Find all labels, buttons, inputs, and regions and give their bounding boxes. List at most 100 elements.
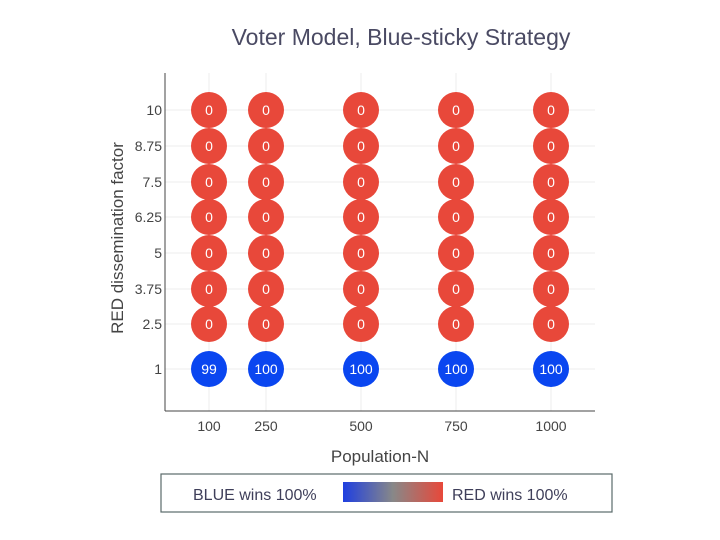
data-point-label: 0 (547, 174, 555, 190)
data-point-label: 100 (444, 361, 468, 377)
data-point-label: 0 (452, 174, 460, 190)
data-point-label: 0 (205, 316, 213, 332)
data-point (438, 199, 474, 235)
data-point-label: 0 (357, 209, 365, 225)
data-point-label: 0 (262, 174, 270, 190)
data-point (533, 92, 569, 128)
color-scale-bar (343, 482, 443, 502)
data-point (438, 351, 474, 387)
data-point (343, 271, 379, 307)
grid (165, 73, 595, 411)
data-point (533, 164, 569, 200)
data-point (248, 351, 284, 387)
data-point (343, 92, 379, 128)
data-point-label: 100 (254, 361, 278, 377)
data-point (191, 271, 227, 307)
data-point (533, 128, 569, 164)
data-point (248, 128, 284, 164)
data-point-label: 0 (547, 138, 555, 154)
data-point (248, 235, 284, 271)
data-point-label: 0 (262, 138, 270, 154)
x-tick-labels: 100 250 500 750 1000 (197, 418, 566, 434)
data-point-label: 0 (452, 138, 460, 154)
data-point-label: 0 (547, 102, 555, 118)
data-point (191, 128, 227, 164)
data-point (343, 306, 379, 342)
y-tick-labels: 1 2.5 3.75 5 6.25 7.5 8.75 10 (135, 102, 162, 377)
y-tick-label: 2.5 (143, 316, 163, 332)
x-tick-label: 500 (349, 418, 373, 434)
color-legend: BLUE wins 100% RED wins 100% (160, 473, 613, 513)
data-point-label: 0 (357, 102, 365, 118)
data-point-label: 0 (262, 245, 270, 261)
data-point (191, 306, 227, 342)
data-point-label: 0 (262, 281, 270, 297)
data-point-label: 100 (539, 361, 563, 377)
data-point (438, 235, 474, 271)
data-point-label: 0 (547, 316, 555, 332)
data-point-label: 0 (452, 209, 460, 225)
data-point (343, 164, 379, 200)
legend-right-label: RED wins 100% (452, 487, 568, 504)
data-point-label: 100 (349, 361, 373, 377)
data-point-label: 0 (205, 209, 213, 225)
chart-title: Voter Model, Blue-sticky Strategy (232, 24, 571, 50)
y-tick-label: 8.75 (135, 138, 162, 154)
data-point (533, 351, 569, 387)
data-point (438, 306, 474, 342)
data-point-label: 0 (357, 281, 365, 297)
data-point (343, 128, 379, 164)
x-tick-label: 1000 (535, 418, 566, 434)
data-point (248, 306, 284, 342)
data-point (191, 351, 227, 387)
data-point-label: 0 (262, 102, 270, 118)
data-point (248, 199, 284, 235)
data-point (533, 199, 569, 235)
data-point (438, 92, 474, 128)
data-point (191, 199, 227, 235)
y-tick-label: 10 (146, 102, 162, 118)
data-point-label: 0 (205, 102, 213, 118)
data-point-label: 0 (357, 174, 365, 190)
x-axis-title: Population-N (331, 447, 429, 466)
data-point (191, 235, 227, 271)
data-point-label: 0 (547, 209, 555, 225)
data-point-label: 0 (547, 245, 555, 261)
y-axis-title: RED dissemination factor (108, 142, 127, 334)
data-point-label: 0 (452, 316, 460, 332)
x-tick-label: 100 (197, 418, 221, 434)
data-point (191, 164, 227, 200)
data-point (533, 306, 569, 342)
y-tick-label: 7.5 (143, 174, 163, 190)
data-points: 99 100 100 100 100 0 0 0 0 0 0 0 0 0 0 0 0 0 0 0 0 0 0 0 0 0 0 0 0 0 0… (191, 92, 569, 387)
data-point-label: 0 (205, 174, 213, 190)
y-tick-label: 1 (154, 361, 162, 377)
data-point (343, 199, 379, 235)
data-point-label: 0 (205, 138, 213, 154)
data-point-label: 0 (357, 245, 365, 261)
data-point-label: 0 (262, 316, 270, 332)
legend-left-label: BLUE wins 100% (193, 487, 317, 504)
x-tick-label: 750 (444, 418, 468, 434)
data-point-label: 0 (452, 281, 460, 297)
data-point-label: 0 (452, 245, 460, 261)
data-point-label: 0 (205, 281, 213, 297)
data-point (438, 164, 474, 200)
data-point (248, 271, 284, 307)
y-tick-label: 6.25 (135, 209, 162, 225)
data-point (191, 92, 227, 128)
data-point (533, 235, 569, 271)
data-point (438, 271, 474, 307)
data-point-label: 0 (357, 138, 365, 154)
data-point (343, 351, 379, 387)
y-tick-label: 3.75 (135, 281, 162, 297)
data-point (248, 164, 284, 200)
data-point (343, 235, 379, 271)
data-point-label: 0 (452, 102, 460, 118)
data-point-label: 0 (357, 316, 365, 332)
data-point-label: 0 (205, 245, 213, 261)
data-point (248, 92, 284, 128)
data-point (533, 271, 569, 307)
data-point-label: 0 (262, 209, 270, 225)
